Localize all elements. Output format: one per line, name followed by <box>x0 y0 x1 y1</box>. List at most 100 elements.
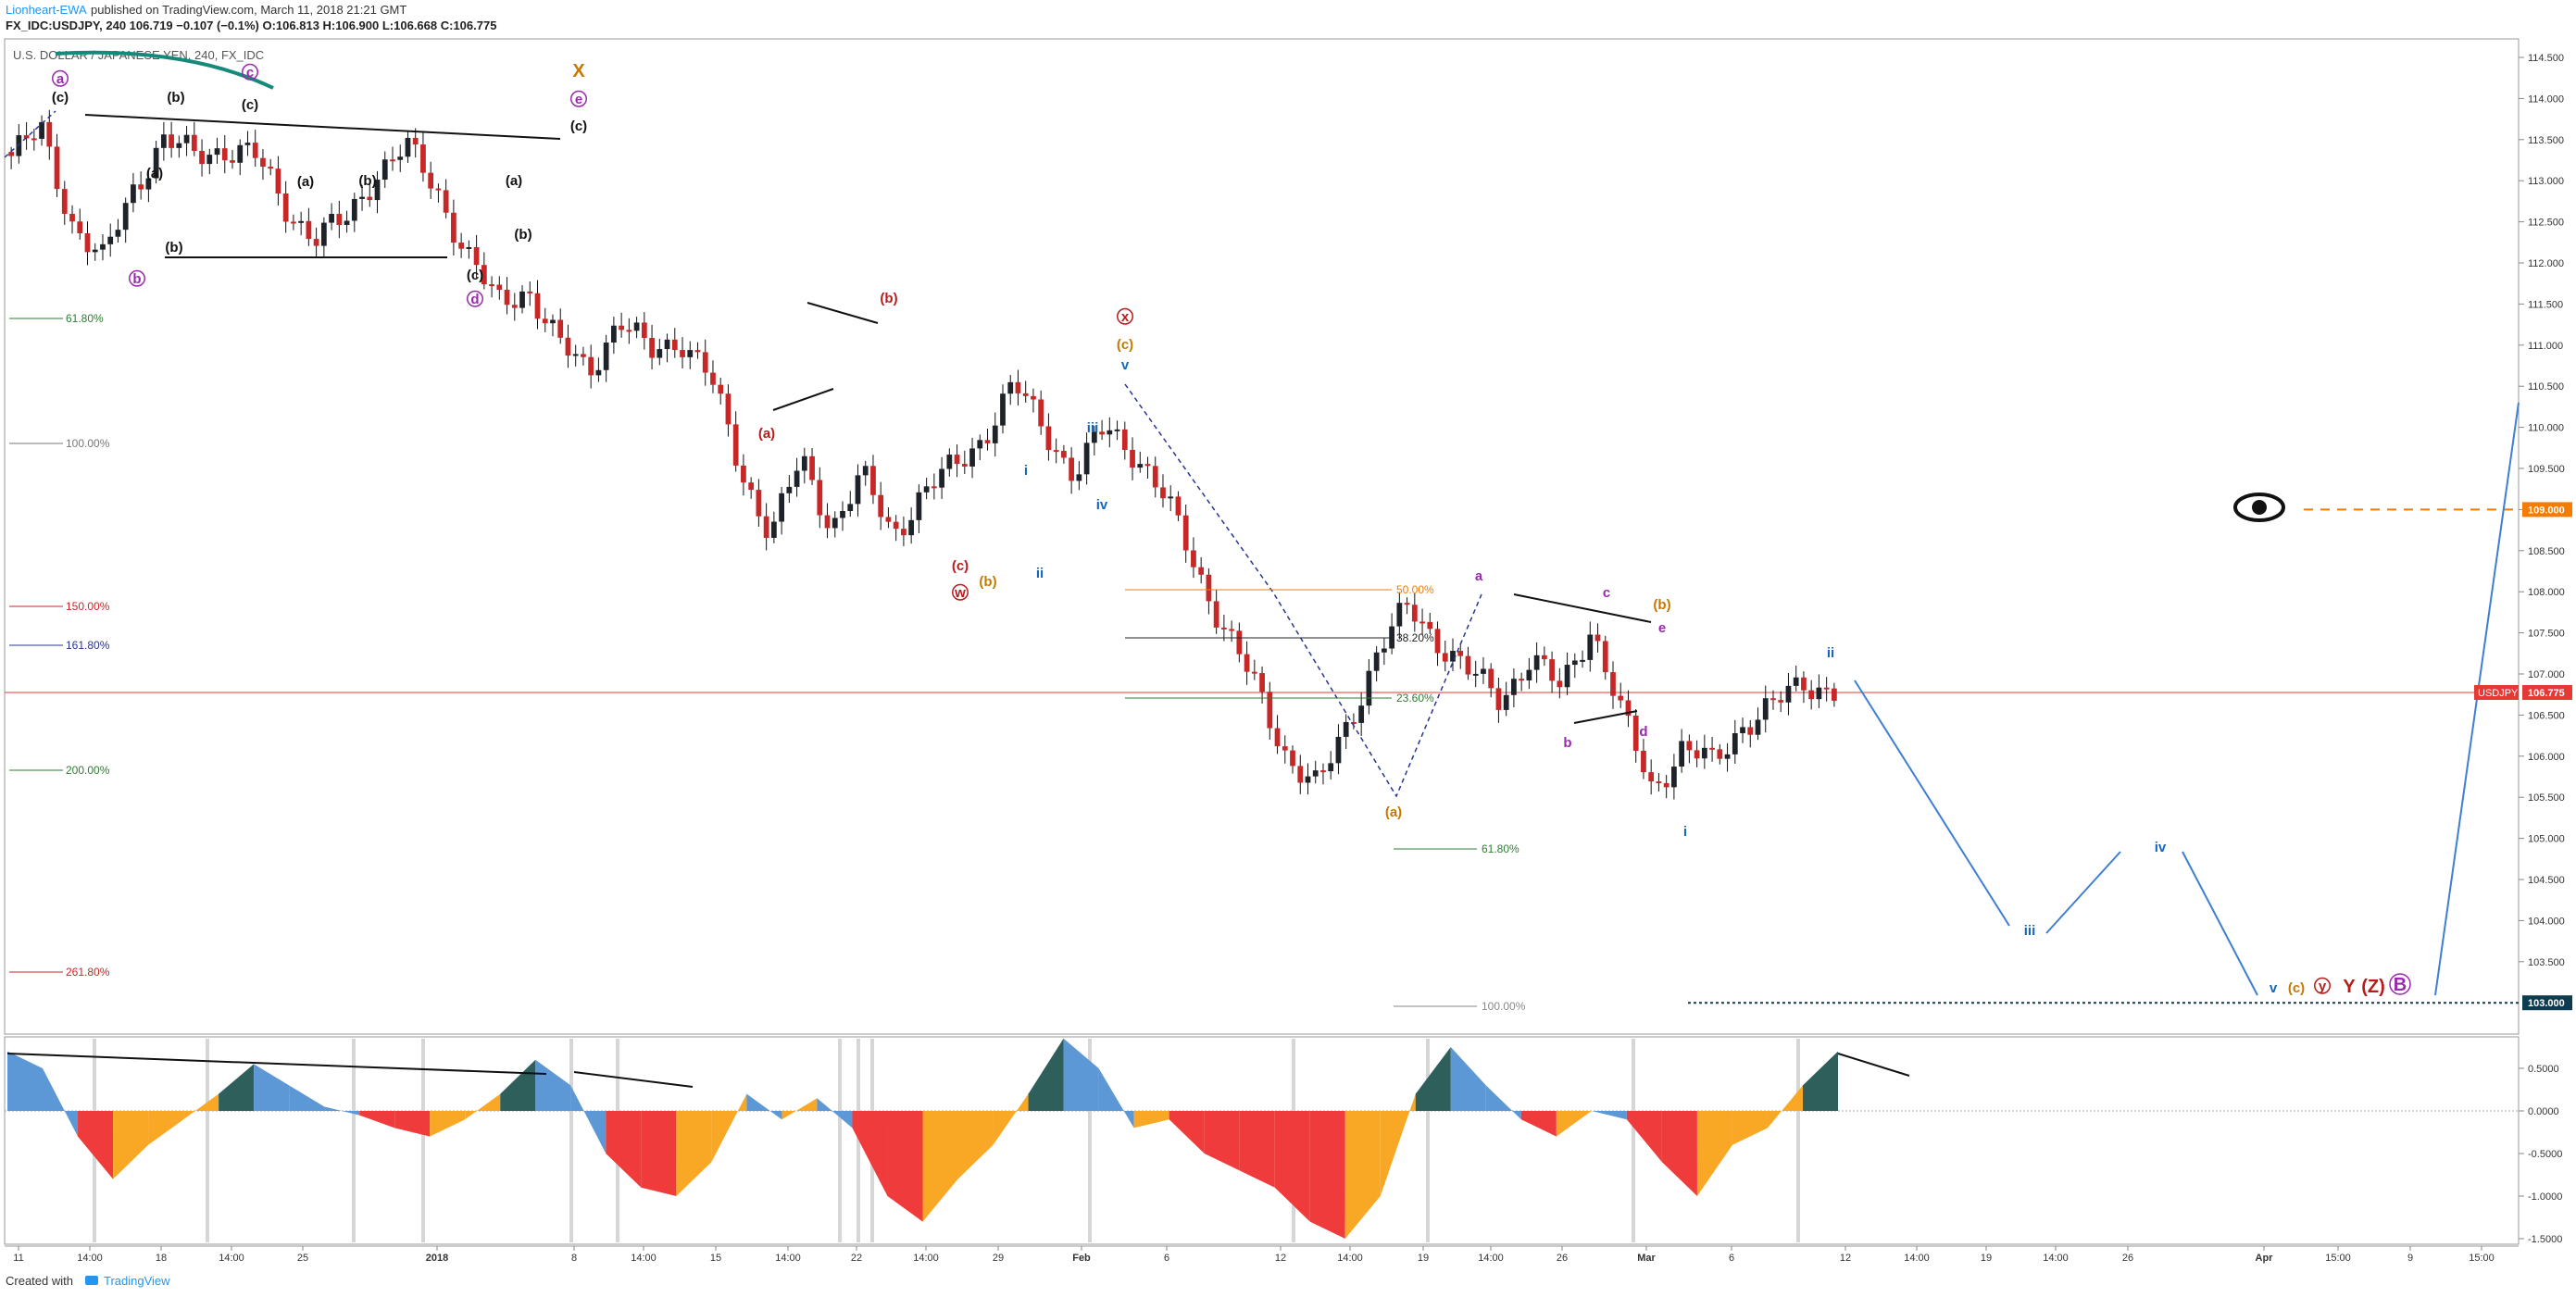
fib-level-label: 100.00% <box>66 437 110 450</box>
tradingview-link[interactable]: TradingView <box>104 1274 170 1288</box>
candle-body <box>946 455 953 469</box>
price-tag-name: USDJPY <box>2478 688 2519 699</box>
price-tick-label: 113.500 <box>2528 135 2564 146</box>
candle-body <box>626 330 632 332</box>
price-tick-label: 106.000 <box>2528 752 2565 763</box>
candle-body <box>687 350 694 357</box>
candle-body <box>1000 393 1006 426</box>
candle-body <box>1053 450 1059 453</box>
osc-area-segment <box>465 1093 501 1120</box>
candle-body <box>183 134 190 143</box>
candle-body <box>61 189 68 214</box>
candle-body <box>1373 652 1380 671</box>
candle-body <box>1632 716 1639 752</box>
candle-body <box>1778 700 1784 703</box>
candle-body <box>1793 677 1799 686</box>
osc-area-segment <box>1063 1038 1099 1111</box>
wave-label: (a) <box>297 174 314 190</box>
candle-body <box>817 480 823 516</box>
price-tick-label: 107.500 <box>2528 629 2565 640</box>
candle-body <box>1038 399 1044 427</box>
candle-body <box>1312 770 1319 777</box>
time-tick-label: 14:00 <box>2043 1253 2069 1264</box>
eye-icon <box>2233 493 2285 522</box>
wave-label: (b) <box>979 574 996 590</box>
wave-label: iii <box>2024 923 2036 939</box>
candle-body <box>511 305 518 308</box>
wave-label: v <box>2270 980 2278 996</box>
wave-label: d <box>1639 724 1647 740</box>
main-pane[interactable] <box>4 38 2520 1035</box>
tradingview-logo-icon <box>85 1276 98 1285</box>
candle-body <box>1594 634 1601 642</box>
candle-body <box>1220 627 1227 630</box>
eye-outline <box>2233 493 2285 522</box>
candle-body <box>374 180 381 201</box>
wave-label: B <box>2394 975 2407 995</box>
wave-label: (c) <box>242 97 258 113</box>
author-name[interactable]: Lionheart-EWA <box>6 3 87 17</box>
wave-label-circle <box>467 290 483 307</box>
osc-area-segment <box>1556 1111 1592 1137</box>
candle-body <box>481 265 487 285</box>
osc-area-segment <box>993 1093 1029 1145</box>
time-axis-labels[interactable]: 11 14:00 18 14:00 25 2018 8 14:00 15 14:00 22 14:00… <box>13 1246 2495 1264</box>
wave-label: (b) <box>165 240 182 256</box>
candle-body <box>603 342 609 370</box>
projection-arrow <box>2045 851 2121 934</box>
candle-body <box>1274 728 1281 747</box>
time-tick-label: 15:00 <box>2325 1253 2351 1264</box>
time-tick-label: 26 <box>1557 1253 1568 1264</box>
eye-pupil <box>2252 500 2267 515</box>
candle-body <box>801 455 807 471</box>
session-separator <box>421 1039 425 1242</box>
osc-area-segment <box>1485 1085 1521 1120</box>
price-tag: 106.775 <box>2528 688 2565 699</box>
osc-area-segment <box>394 1111 431 1137</box>
candle-body <box>1519 679 1525 681</box>
candle-body <box>275 168 281 193</box>
price-tick-label: 104.500 <box>2528 875 2565 886</box>
osc-area-segment <box>289 1085 325 1111</box>
candle-body <box>298 220 305 223</box>
trend-line <box>772 388 834 411</box>
candle-body <box>1061 451 1067 458</box>
wave-label: ii <box>1036 566 1044 581</box>
candle-body <box>779 493 784 522</box>
price-tick-label: 111.500 <box>2528 299 2563 310</box>
wave-label-circle <box>129 269 145 287</box>
candle-body <box>435 188 442 191</box>
candle-body <box>1099 431 1105 435</box>
wave-label: (a) <box>506 173 522 189</box>
time-tick-label: 11 <box>13 1253 23 1264</box>
candle-body <box>1396 603 1403 627</box>
trend-line <box>807 302 879 324</box>
candle-body <box>840 511 845 518</box>
candle-body <box>268 167 274 169</box>
candle-body <box>1686 741 1693 751</box>
wave-label-circle <box>52 69 69 87</box>
wave-label: y <box>2319 979 2327 994</box>
wave-label: (c) <box>570 118 587 134</box>
fib-level-label: 150.00% <box>66 600 110 613</box>
price-tick-label: 114.500 <box>2528 53 2564 64</box>
wave-label-circle <box>2389 973 2411 995</box>
osc-area-segment <box>676 1111 712 1196</box>
osc-area-segment <box>7 1051 44 1111</box>
candle-body <box>901 529 907 536</box>
osc-area-segment <box>359 1111 395 1129</box>
wave-label: b <box>132 271 141 287</box>
candle-body <box>1175 496 1182 516</box>
candle-body <box>1114 429 1120 431</box>
wave-label: i <box>1024 463 1028 479</box>
price-tag-bg <box>2522 684 2572 700</box>
price-axis[interactable] <box>2520 39 2576 1244</box>
candle-body <box>1229 629 1235 631</box>
wave-label-circle <box>242 63 258 81</box>
candle-body <box>199 150 205 165</box>
candle-body <box>1663 782 1669 788</box>
candle-body <box>954 455 960 465</box>
candle-body <box>786 486 793 493</box>
wave-label: (a) <box>146 166 163 181</box>
